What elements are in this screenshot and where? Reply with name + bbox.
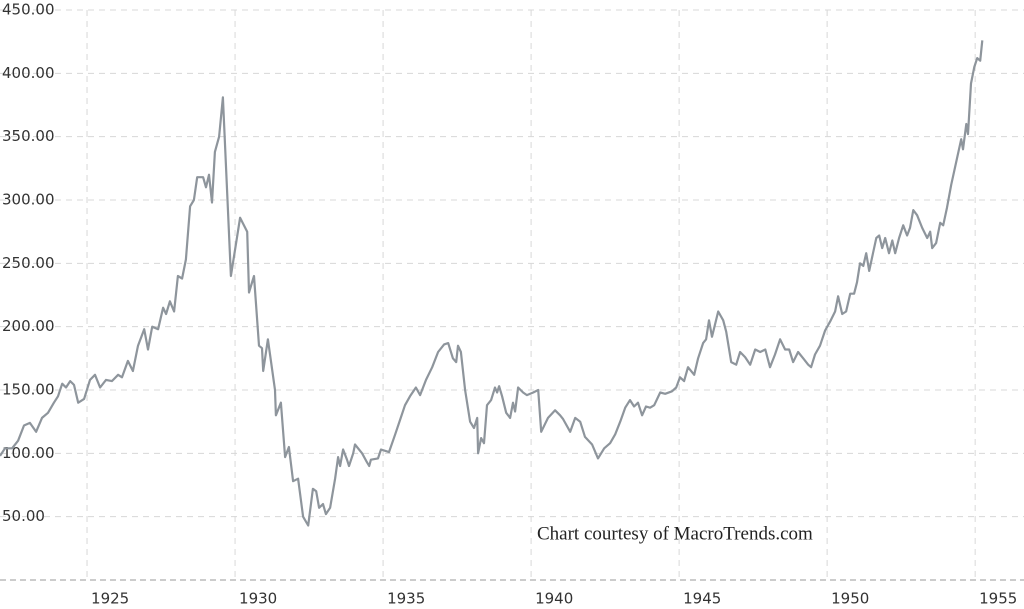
- x-tick-label: 1935: [387, 590, 425, 608]
- y-tick-label: 100.00: [2, 444, 55, 462]
- x-tick-label: 1955: [979, 590, 1017, 608]
- annotation: Chart courtesy of MacroTrends.com: [537, 523, 813, 544]
- y-tick-label: 450.00: [2, 1, 55, 19]
- y-tick-label: 200.00: [2, 317, 55, 335]
- x-tick-label: 1925: [91, 590, 129, 608]
- y-tick-label: 250.00: [2, 254, 55, 272]
- y-tick-label: 50.00: [2, 507, 45, 525]
- x-tick-label: 1940: [535, 590, 573, 608]
- x-tick-label: 1945: [683, 590, 721, 608]
- y-tick-label: 350.00: [2, 127, 55, 145]
- y-tick-label: 150.00: [2, 381, 55, 399]
- y-tick-label: 400.00: [2, 64, 55, 82]
- x-tick-label: 1950: [831, 590, 869, 608]
- x-tick-label: 1930: [239, 590, 277, 608]
- y-tick-label: 300.00: [2, 191, 55, 209]
- line: [0, 40, 984, 527]
